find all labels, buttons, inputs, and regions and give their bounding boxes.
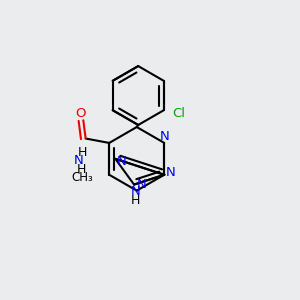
Text: N: N: [74, 154, 84, 167]
Text: H: H: [131, 194, 140, 207]
Text: N: N: [160, 130, 170, 143]
Text: N: N: [166, 166, 175, 179]
Text: O: O: [76, 107, 86, 120]
Text: N: N: [137, 178, 147, 191]
Text: H: H: [76, 163, 86, 176]
Text: N: N: [131, 185, 140, 198]
Text: N: N: [117, 155, 127, 168]
Text: Cl: Cl: [172, 107, 185, 120]
Text: CH₃: CH₃: [71, 171, 93, 184]
Text: H: H: [78, 146, 87, 159]
